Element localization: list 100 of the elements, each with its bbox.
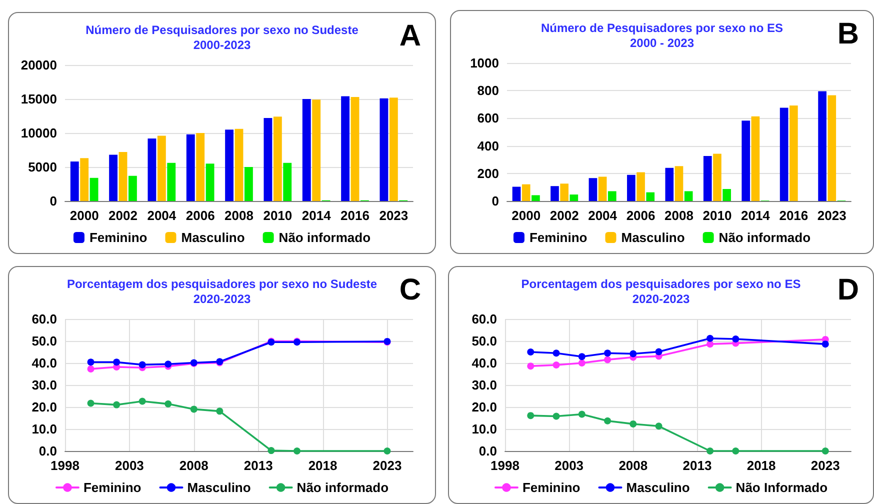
bar [70,162,79,201]
y-tick-label: 1000 [470,56,499,70]
x-tick-label: 2000 [512,208,541,223]
legend-label: Não informado [296,480,389,495]
point [294,448,300,454]
bar [109,154,118,201]
bar [389,98,398,201]
x-tick-label: 2002 [550,208,579,223]
x-tick-label: 2016 [779,208,808,223]
point [604,350,612,357]
point [87,358,94,366]
point [190,406,198,413]
point [527,348,534,356]
y-tick-label: 20.0 [472,400,497,414]
chart-subtitle: 2020-2023 [193,292,252,306]
text: B [837,18,860,50]
bar [560,184,569,201]
bar [234,128,244,201]
bar [665,168,674,201]
bar [118,152,128,201]
x-tick-label: 2010 [263,208,292,223]
bar [148,138,156,201]
x-tick-label: 2008 [618,458,648,473]
bar [636,172,645,201]
legend-label: Feminino [522,480,580,495]
legend-label: Feminino [89,230,148,245]
y-tick-label: 20.0 [32,400,57,414]
x-tick-label: 2023 [379,208,408,223]
y-tick-label: 60.0 [472,312,497,326]
x-tick-label: 2006 [186,208,215,223]
point [113,358,120,366]
bar [674,166,684,201]
y-tick-label: 0 [492,194,499,208]
point [732,448,740,454]
chart-title: Porcentagem dos pesquisadores por sexo no ES [521,277,801,291]
legend-label: Masculino [621,230,685,245]
x-tick-label: 2006 [626,208,656,223]
chart-title: Porcentagem dos pesquisadores por sexo no Sudeste [66,277,378,291]
bar [196,133,205,201]
point [822,340,829,348]
y-tick-label: 10000 [20,126,57,140]
bar [90,178,98,201]
bar [283,162,292,201]
x-tick-label: 2008 [179,458,208,473]
y-tick-label: 0 [50,194,57,208]
bar [80,158,89,201]
bar [350,96,360,201]
bar [206,164,214,201]
x-tick-label: 2013 [682,458,712,473]
x-tick-label: 2018 [308,458,338,473]
bar [780,108,788,201]
point [138,361,146,368]
point [552,361,560,368]
bar [512,186,521,201]
y-tick-label: 15000 [20,92,57,106]
bar [646,192,655,201]
point [655,422,662,430]
bar [167,162,176,201]
point [822,448,829,454]
y-tick-label: 60.0 [32,312,57,326]
x-tick-label: 2013 [244,458,273,473]
x-tick-label: 2016 [340,208,370,223]
y-tick-label: 20000 [20,58,57,72]
bar [570,194,578,201]
legend-label: Não informado [718,230,811,245]
bar [742,120,750,201]
chart-subtitle: 2020-2023 [632,292,690,306]
bar [157,136,166,201]
bar [751,116,760,201]
x-tick-label: 2023 [810,458,840,473]
point [164,400,172,408]
point [706,448,714,454]
point [630,350,637,358]
bar [722,188,731,201]
x-tick-label: 1998 [490,458,520,473]
y-tick-label: 50.0 [472,334,497,348]
point [138,398,146,405]
legend-label: Feminino [83,480,142,495]
chart-subtitle: 2000 - 2023 [630,36,694,50]
point [87,400,94,407]
legend-label: Masculino [626,480,690,495]
x-tick-label: 2018 [746,458,776,473]
x-tick-label: 2004 [147,208,177,223]
chart-title: Número de Pesquisadores por sexo no Sudeste [86,23,359,37]
point [706,334,714,342]
x-tick-label: 2008 [224,208,254,223]
x-tick-label: 1998 [50,458,80,473]
x-tick-label: 2003 [554,458,584,473]
x-tick-label: 2004 [588,208,618,223]
bar [244,167,253,201]
point [578,353,586,360]
bar [312,100,321,201]
text: A [399,20,422,52]
chart-title: Número de Pesquisadores por sexo no ES [540,21,784,35]
x-tick-label: 2014 [740,208,771,223]
y-tick-label: 200 [477,166,499,181]
y-tick-label: 40.0 [32,356,57,370]
y-tick-label: 600 [477,110,499,126]
legend-label: Não Informado [736,480,828,495]
y-tick-label: 0.0 [478,444,497,458]
